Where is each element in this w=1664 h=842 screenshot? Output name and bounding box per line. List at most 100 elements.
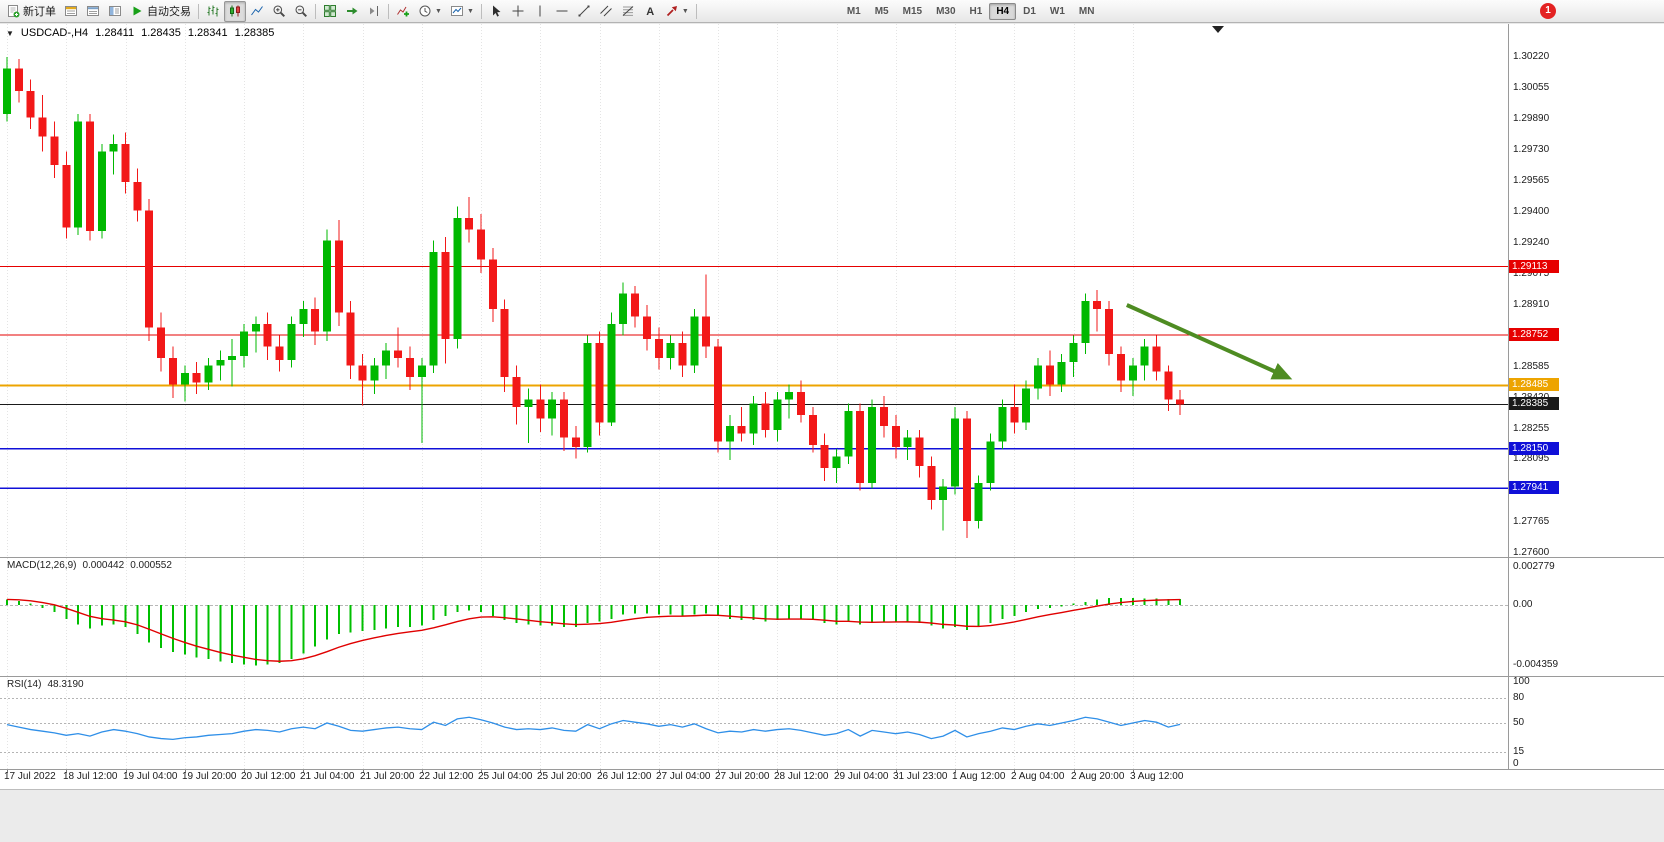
vertical-line-tool-button[interactable] [529, 1, 551, 22]
cursor-icon [492, 5, 501, 17]
chart-canvas[interactable] [0, 24, 1664, 789]
candle-body [642, 316, 651, 340]
candle-body [1152, 346, 1161, 372]
candle-body [38, 117, 47, 137]
fibonacci-icon [622, 6, 634, 16]
crosshair-tool-button[interactable] [507, 1, 529, 22]
candle-body [429, 251, 438, 366]
new-order-icon [8, 5, 20, 18]
candle-body [619, 293, 628, 324]
candle-body [228, 356, 237, 360]
bar-chart-mode-button[interactable] [202, 1, 224, 22]
candle-body [192, 373, 201, 383]
zoom-in-button[interactable] [268, 1, 290, 22]
channel-tool-button[interactable] [595, 1, 617, 22]
candle-body [702, 316, 711, 347]
candle-body [417, 365, 426, 377]
candle-body [536, 399, 545, 419]
arrows-tool-button[interactable]: ▼ [661, 1, 693, 22]
chart-shift-button[interactable] [363, 1, 385, 22]
market-watch-icon [65, 6, 77, 16]
candle-body [157, 327, 166, 359]
candle-body [1045, 365, 1054, 385]
candle-body [903, 437, 912, 447]
dropdown-caret-icon: ▼ [681, 7, 689, 15]
candle-body [1093, 301, 1102, 309]
data-window-button[interactable] [82, 1, 104, 22]
indicators-button[interactable] [392, 1, 414, 22]
timeframe-W1[interactable]: W1 [1049, 5, 1065, 17]
timeframe-H1[interactable]: H1 [969, 5, 983, 17]
timeframe-M5[interactable]: M5 [874, 5, 889, 17]
text-icon: A [646, 6, 654, 18]
chart-menu-icon[interactable]: ▼ [6, 28, 14, 38]
candle-body [74, 121, 83, 228]
arrows-icon [666, 6, 677, 17]
templates-button[interactable]: ▼ [446, 1, 478, 22]
line-chart-mode-button[interactable] [246, 1, 268, 22]
candle-body [915, 437, 924, 466]
candle-body [951, 418, 959, 487]
candlestick-mode-button[interactable] [224, 0, 246, 22]
new-order-label: 新订单 [23, 6, 56, 18]
zoom-out-icon [295, 5, 308, 18]
trend-arrow-annotation[interactable] [1126, 303, 1293, 380]
new-order-button[interactable]: 新订单 [2, 1, 60, 22]
timeframe-D1[interactable]: D1 [1023, 5, 1036, 17]
timeframe-M15[interactable]: M15 [902, 5, 923, 17]
candle-body [512, 376, 521, 408]
candle-body [631, 293, 640, 317]
tile-windows-icon [324, 5, 336, 17]
zoom-out-button[interactable] [290, 1, 312, 22]
candle-body [773, 399, 782, 430]
trendline-icon [578, 5, 590, 17]
timeframe-MN[interactable]: MN [1078, 5, 1095, 17]
candle-body [240, 331, 248, 357]
tile-windows-button[interactable] [319, 1, 341, 22]
periods-button[interactable]: ▼ [414, 1, 446, 22]
channel-icon [600, 5, 612, 17]
candle-body [62, 164, 71, 228]
text-tool-button[interactable]: A [639, 1, 661, 22]
horizontal-line-tool-button[interactable] [551, 1, 573, 22]
candle-body [346, 312, 355, 366]
candle-body [1069, 342, 1078, 362]
trendline-tool-button[interactable] [573, 1, 595, 22]
candle-body [370, 365, 379, 381]
auto-trading-button[interactable]: 自动交易 [126, 1, 195, 22]
candle-body [879, 407, 888, 427]
candle-body [548, 399, 557, 419]
fibonacci-tool-button[interactable] [617, 1, 639, 22]
chart-high-value: 1.28435 [141, 27, 181, 39]
candle-body [725, 426, 734, 442]
auto-trading-play-icon [133, 6, 142, 16]
candle-body [97, 151, 106, 232]
rsi-value: 48.3190 [47, 679, 84, 690]
candle-body [1128, 365, 1137, 381]
timeframe-M1[interactable]: M1 [846, 5, 861, 17]
auto-scroll-button[interactable] [341, 1, 363, 22]
cursor-tool-button[interactable] [485, 1, 507, 22]
notification-badge[interactable]: 1 [1540, 3, 1556, 19]
candle-body [962, 418, 971, 521]
timeframe-M30[interactable]: M30 [936, 5, 956, 17]
candle-body [26, 91, 35, 118]
toolbar-separator [695, 3, 697, 19]
candle-body [678, 342, 687, 366]
candle-body [488, 259, 497, 309]
candle-body [714, 346, 722, 442]
vertical-line-icon [539, 5, 541, 17]
macd-main-value: 0.000442 [82, 560, 125, 571]
market-watch-button[interactable] [60, 1, 82, 22]
rsi-line [6, 716, 1181, 741]
candle-body [1022, 388, 1031, 423]
candle-body [251, 323, 260, 332]
candle-body [832, 456, 841, 468]
candle-body [820, 445, 829, 468]
candle-body [133, 181, 142, 211]
candlestick-icon [230, 5, 240, 17]
navigator-button[interactable] [104, 1, 126, 22]
indicators-add-icon [397, 6, 409, 17]
timeframe-H4[interactable]: H4 [989, 2, 1017, 20]
chart-shift-marker[interactable] [1212, 26, 1224, 33]
